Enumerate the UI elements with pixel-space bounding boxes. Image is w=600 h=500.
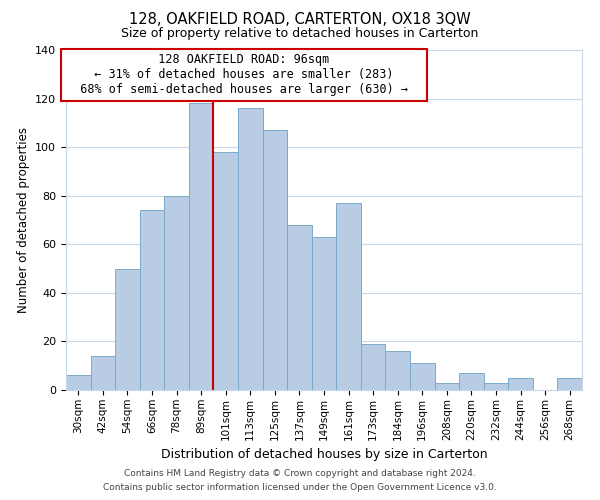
Bar (238, 108, 263, 390)
Bar (361, 344, 385, 390)
Bar (214, 152, 238, 390)
Text: Contains public sector information licensed under the Open Government Licence v3: Contains public sector information licen… (103, 484, 497, 492)
Bar (66, 376, 91, 390)
Bar (557, 378, 582, 390)
Bar (91, 356, 115, 390)
Bar (434, 382, 459, 390)
Bar (189, 104, 214, 390)
Bar (484, 382, 508, 390)
Bar (508, 378, 533, 390)
Bar (115, 268, 140, 390)
Bar (336, 203, 361, 390)
Bar (287, 225, 312, 390)
Text: Size of property relative to detached houses in Carterton: Size of property relative to detached ho… (121, 28, 479, 40)
Bar (164, 196, 189, 390)
Text: 128 OAKFIELD ROAD: 96sqm  
  ← 31% of detached houses are smaller (283)  
  68% : 128 OAKFIELD ROAD: 96sqm ← 31% of detach… (66, 54, 422, 96)
Text: Contains HM Land Registry data © Crown copyright and database right 2024.: Contains HM Land Registry data © Crown c… (124, 468, 476, 477)
Bar (410, 364, 434, 390)
Bar (385, 351, 410, 390)
Y-axis label: Number of detached properties: Number of detached properties (17, 127, 29, 313)
Bar (140, 210, 164, 390)
Bar (312, 237, 336, 390)
X-axis label: Distribution of detached houses by size in Carterton: Distribution of detached houses by size … (161, 448, 487, 461)
Bar (263, 130, 287, 390)
Text: 128, OAKFIELD ROAD, CARTERTON, OX18 3QW: 128, OAKFIELD ROAD, CARTERTON, OX18 3QW (129, 12, 471, 28)
Bar (459, 373, 484, 390)
